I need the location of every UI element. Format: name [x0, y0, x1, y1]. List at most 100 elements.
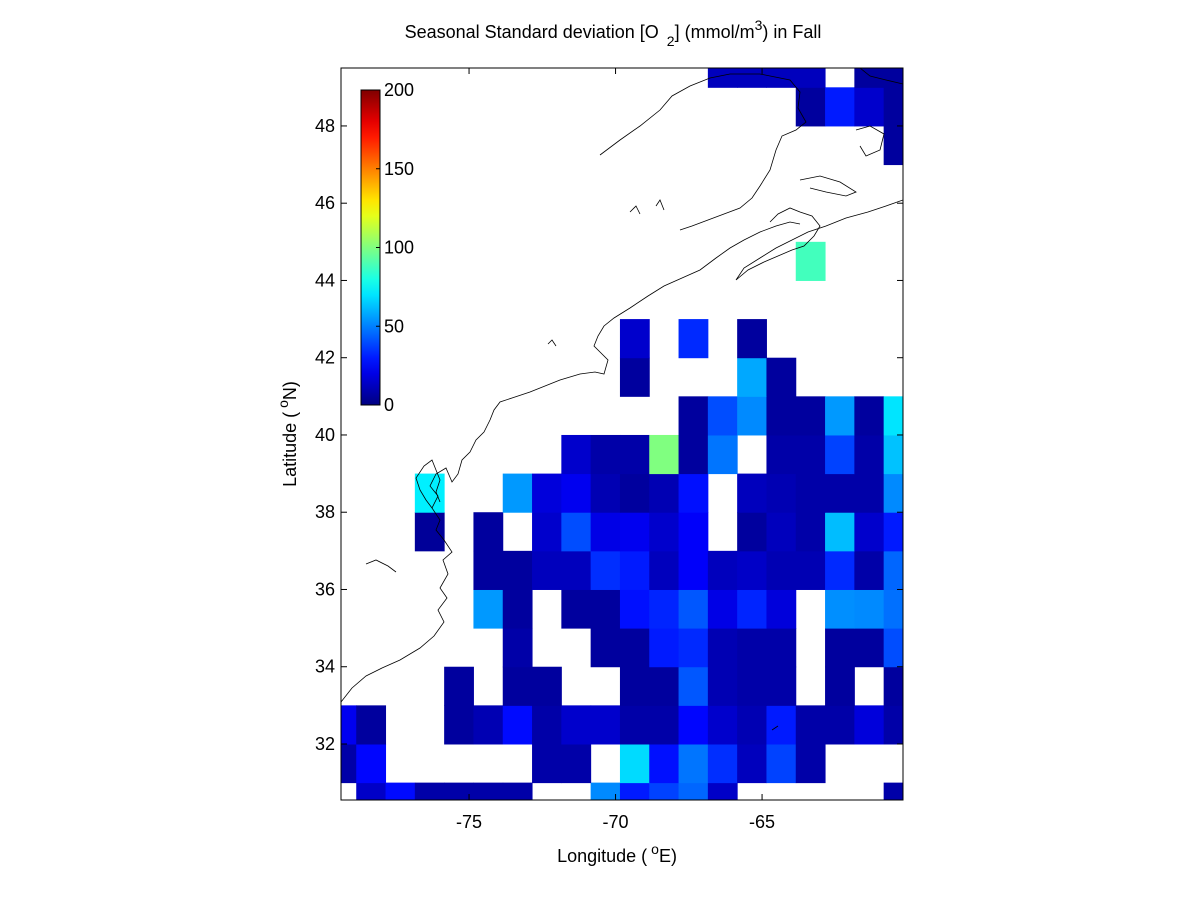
cell: [678, 628, 709, 668]
cell: [707, 434, 738, 475]
cell: [414, 782, 445, 800]
cell: [678, 666, 709, 706]
cell: [619, 434, 650, 475]
cell: [649, 512, 680, 552]
cell: [649, 589, 680, 629]
cell: [766, 434, 797, 475]
y-label-part: Latitude (: [280, 412, 300, 487]
coast-chesapeake: [415, 459, 441, 509]
cell: [502, 473, 533, 513]
cell: [883, 87, 903, 127]
cell: [825, 87, 855, 127]
cell: [707, 666, 738, 706]
cell: [707, 628, 738, 668]
cell: [883, 125, 903, 166]
cell: [649, 782, 680, 800]
cell: [737, 589, 767, 629]
cell: [473, 550, 504, 590]
cell: [883, 473, 903, 513]
cell: [854, 434, 885, 475]
cell: [766, 396, 797, 436]
cell: [678, 589, 709, 629]
cell: [854, 87, 885, 127]
cell: [561, 705, 592, 745]
cell: [678, 705, 709, 745]
cell: [502, 589, 533, 629]
cell: [737, 357, 767, 397]
cell: [737, 319, 767, 359]
cell: [883, 705, 903, 745]
y-label-part: N): [280, 381, 300, 400]
coast-us: [341, 221, 801, 703]
cell: [766, 666, 797, 706]
cell: [825, 512, 855, 552]
cell: [825, 434, 855, 475]
cell: [825, 473, 855, 513]
cell: [707, 782, 738, 800]
cell: [825, 589, 855, 629]
cell: [473, 512, 504, 552]
cell: [444, 666, 474, 706]
cell: [883, 434, 903, 475]
plot-frame: [340, 67, 904, 801]
y-label-superscript: o: [275, 400, 291, 408]
cell: [883, 512, 903, 552]
cell: [502, 666, 533, 706]
cell: [561, 743, 592, 784]
y-tick-label: 36: [315, 579, 335, 599]
cell: [619, 743, 650, 784]
cell: [590, 705, 621, 745]
cell: [854, 589, 885, 629]
cell: [795, 87, 826, 127]
cell: [678, 550, 709, 590]
cell: [619, 628, 650, 668]
x-tick-label: -70: [603, 812, 629, 832]
cell: [707, 68, 738, 88]
coastline: [341, 68, 903, 731]
cell: [854, 512, 885, 552]
cell: [707, 589, 738, 629]
y-tick-label: 32: [315, 734, 335, 754]
cell: [883, 628, 903, 668]
cell: [766, 589, 797, 629]
title-subscript: 2: [667, 33, 675, 49]
cell: [678, 434, 709, 475]
cell: [561, 589, 592, 629]
cell: [795, 241, 826, 281]
cell: [707, 743, 738, 784]
cell: [649, 705, 680, 745]
y-tick-label: 42: [315, 348, 335, 368]
cell: [590, 473, 621, 513]
cell: [590, 782, 621, 800]
cell: [590, 628, 621, 668]
cell: [649, 743, 680, 784]
cell: [707, 705, 738, 745]
cell: [825, 550, 855, 590]
cell: [678, 782, 709, 800]
cell: [707, 550, 738, 590]
cell: [561, 512, 592, 552]
cell: [766, 357, 797, 397]
cell: [883, 550, 903, 590]
title-superscript: 3: [755, 17, 763, 33]
x-label-part: Longitude (: [557, 846, 647, 866]
cell: [473, 589, 504, 629]
cell: [883, 782, 903, 800]
title-part: ] (mmol/m: [675, 22, 755, 42]
y-tick-label: 46: [315, 193, 335, 213]
cell: [619, 319, 650, 359]
cell: [619, 473, 650, 513]
y-tick-label: 38: [315, 502, 335, 522]
cell: [590, 434, 621, 475]
cell: [766, 743, 797, 784]
colorbar-tick-label: 50: [384, 316, 404, 336]
cell: [414, 512, 445, 552]
cell: [561, 473, 592, 513]
cell: [473, 782, 504, 800]
cell: [532, 550, 562, 590]
y-tick-label: 48: [315, 116, 335, 136]
cell: [678, 473, 709, 513]
cell: [444, 705, 474, 745]
cell: [766, 628, 797, 668]
